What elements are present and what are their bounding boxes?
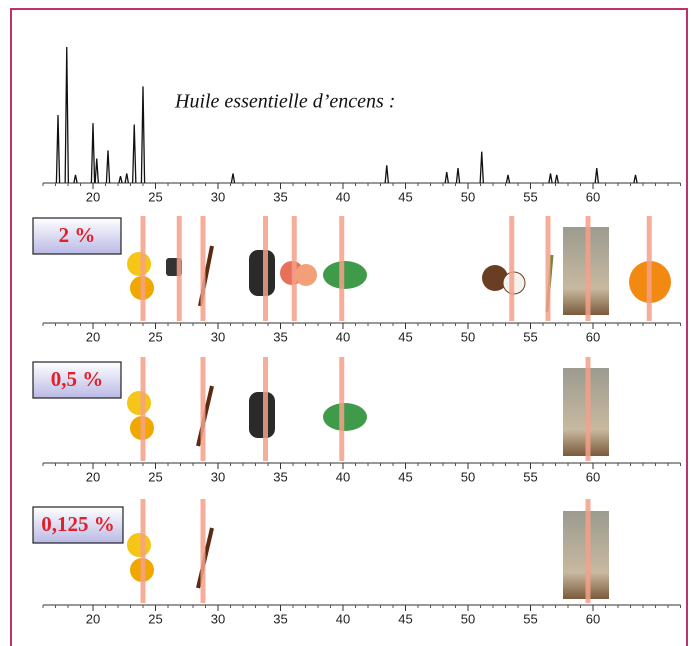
x-tick-label: 25 [148, 469, 162, 484]
odor-marker [141, 357, 146, 461]
chart-title: Huile essentielle d’encens : [174, 91, 395, 113]
peak [385, 165, 388, 183]
peak [445, 172, 448, 183]
x-tick-label: 45 [398, 189, 412, 204]
odor-marker [292, 216, 297, 321]
x-tick-label: 35 [273, 329, 287, 344]
x-tick-label: 55 [523, 611, 537, 626]
concentration-label: 2 % [59, 223, 96, 247]
peak [91, 123, 94, 183]
x-tick-label: 45 [398, 329, 412, 344]
peak [480, 152, 483, 183]
concentration-label: 0,5 % [51, 367, 104, 391]
peak [634, 175, 637, 183]
peak [549, 173, 552, 183]
peak [231, 173, 234, 183]
odor-marker [647, 216, 652, 321]
peak [56, 115, 59, 183]
x-tick-label: 20 [86, 189, 100, 204]
x-tick-label: 30 [211, 329, 225, 344]
odor-marker [339, 357, 344, 461]
x-tick-label: 30 [211, 611, 225, 626]
odor-marker [201, 499, 206, 603]
odor-marker [586, 216, 591, 321]
peak [141, 86, 144, 183]
peak [74, 175, 77, 183]
x-tick-label: 25 [148, 611, 162, 626]
x-tick-label: 30 [211, 469, 225, 484]
peak [125, 173, 128, 183]
figure: Huile essentielle d’encens : 20 25 30 35 40 4… [0, 0, 691, 646]
x-tick-label: 40 [336, 611, 350, 626]
x-tick-label: 35 [273, 189, 287, 204]
peak [119, 176, 122, 183]
x-tick-label: 30 [211, 189, 225, 204]
x-tick-label: 40 [336, 329, 350, 344]
x-tick-label: 50 [461, 469, 475, 484]
x-tick-label: 20 [86, 611, 100, 626]
peak [595, 168, 598, 183]
peak [456, 168, 459, 183]
x-tick-label: 25 [148, 189, 162, 204]
x-tick-label: 35 [273, 469, 287, 484]
odor-marker [141, 499, 146, 603]
x-tick-label: 45 [398, 611, 412, 626]
odor-marker [263, 357, 268, 461]
concentration-label: 0,125 % [41, 512, 115, 536]
x-tick-label: 55 [523, 189, 537, 204]
odor-marker [201, 216, 206, 321]
x-tick-label: 40 [336, 189, 350, 204]
x-tick-label: 60 [586, 189, 600, 204]
odor-marker [201, 357, 206, 461]
peak [555, 175, 558, 183]
odor-marker [141, 216, 146, 321]
x-tick-label: 50 [461, 189, 475, 204]
x-tick-label: 55 [523, 329, 537, 344]
x-tick-label: 50 [461, 611, 475, 626]
peak [106, 150, 109, 183]
odor-marker [586, 357, 591, 461]
x-tick-label: 20 [86, 329, 100, 344]
odor-marker [586, 499, 591, 603]
x-tick-label: 25 [148, 329, 162, 344]
x-tick-label: 45 [398, 469, 412, 484]
odor-marker [263, 216, 268, 321]
x-tick-label: 60 [586, 611, 600, 626]
x-tick-label: 35 [273, 611, 287, 626]
x-tick-label: 50 [461, 329, 475, 344]
odor-marker [509, 216, 514, 321]
x-tick-label: 55 [523, 469, 537, 484]
odor-marker [339, 216, 344, 321]
x-tick-label: 60 [586, 329, 600, 344]
odor-marker [177, 216, 182, 321]
x-tick-label: 40 [336, 469, 350, 484]
x-tick-label: 60 [586, 469, 600, 484]
odor-marker [546, 216, 551, 321]
peak [133, 125, 136, 183]
peak [95, 159, 98, 183]
peak [506, 175, 509, 183]
peak [65, 47, 68, 183]
x-tick-label: 20 [86, 469, 100, 484]
